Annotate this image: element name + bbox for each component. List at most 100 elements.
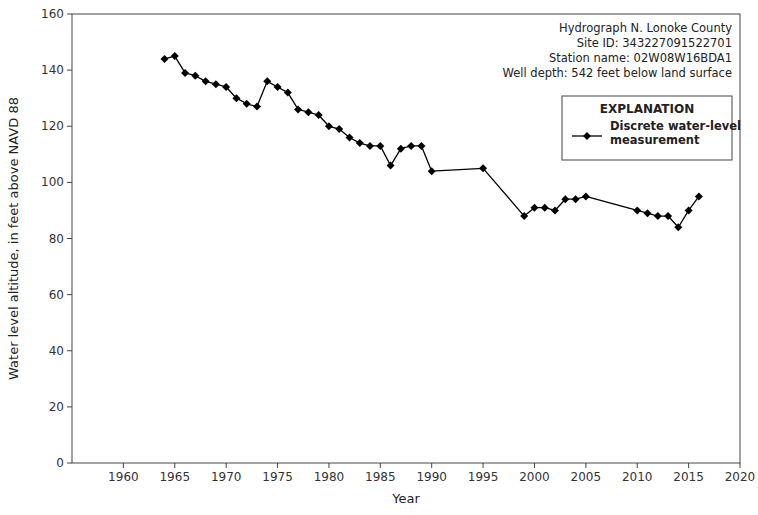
annotation: Well depth: 542 feet below land surface xyxy=(503,66,732,80)
data-point xyxy=(202,77,210,85)
x-tick-label: 2015 xyxy=(673,470,704,484)
data-point xyxy=(674,223,682,231)
data-point xyxy=(397,145,405,153)
data-point xyxy=(294,105,302,113)
legend-title: EXPLANATION xyxy=(600,102,694,116)
data-point xyxy=(274,83,282,91)
y-tick xyxy=(67,463,72,464)
y-axis-label: Water level altitude, in feet above NAVD… xyxy=(6,97,21,380)
y-tick xyxy=(67,294,72,295)
x-tick xyxy=(534,463,535,468)
x-tick-label: 1975 xyxy=(262,470,293,484)
data-point xyxy=(315,111,323,119)
x-tick-label: 1985 xyxy=(365,470,396,484)
data-point xyxy=(428,167,436,175)
x-tick-label: 2010 xyxy=(622,470,653,484)
x-tick xyxy=(226,463,227,468)
x-tick xyxy=(277,463,278,468)
data-point xyxy=(479,164,487,172)
x-tick-label: 1965 xyxy=(159,470,190,484)
legend-label-line: Discrete water-level xyxy=(610,119,741,133)
data-point xyxy=(243,100,251,108)
legend: EXPLANATION Discrete water-levelmeasureme… xyxy=(562,96,741,160)
data-point xyxy=(644,209,652,217)
annotation: Hydrograph N. Lonoke County xyxy=(559,21,732,35)
legend-label-line: measurement xyxy=(610,133,700,147)
x-tick xyxy=(637,463,638,468)
data-point xyxy=(160,55,168,63)
data-point xyxy=(664,212,672,220)
y-tick xyxy=(67,126,72,127)
data-point xyxy=(376,142,384,150)
data-point xyxy=(417,142,425,150)
x-tick xyxy=(380,463,381,468)
x-tick xyxy=(431,463,432,468)
y-tick-label: 20 xyxy=(49,400,64,414)
x-tick xyxy=(585,463,586,468)
data-point xyxy=(191,72,199,80)
x-tick-label: 1980 xyxy=(314,470,345,484)
data-point xyxy=(654,212,662,220)
data-point xyxy=(561,195,569,203)
x-tick-label: 1960 xyxy=(108,470,139,484)
data-point xyxy=(520,212,528,220)
plot-frame xyxy=(72,14,740,463)
y-tick-label: 140 xyxy=(41,63,64,77)
data-point xyxy=(387,162,395,170)
data-point xyxy=(685,206,693,214)
data-point xyxy=(232,94,240,102)
x-tick xyxy=(483,463,484,468)
data-point xyxy=(695,192,703,200)
y-tick xyxy=(67,350,72,351)
data-point xyxy=(263,77,271,85)
data-point xyxy=(253,103,261,111)
y-tick xyxy=(67,182,72,183)
y-tick-label: 100 xyxy=(41,175,64,189)
y-tick-label: 0 xyxy=(56,456,64,470)
data-point xyxy=(284,89,292,97)
data-point xyxy=(551,206,559,214)
legend-label: Discrete water-levelmeasurement xyxy=(610,119,741,147)
data-point xyxy=(572,195,580,203)
data-point xyxy=(171,52,179,60)
y-tick xyxy=(67,406,72,407)
legend-swatch-marker xyxy=(583,132,591,140)
x-axis-label: Year xyxy=(391,491,420,506)
data-point xyxy=(222,83,230,91)
y-tick xyxy=(67,238,72,239)
data-point xyxy=(530,204,538,212)
data-point xyxy=(335,125,343,133)
y-tick xyxy=(67,70,72,71)
data-point xyxy=(212,80,220,88)
y-tick-label: 80 xyxy=(49,232,64,246)
data-point xyxy=(366,142,374,150)
data-point xyxy=(181,69,189,77)
x-tick-label: 2020 xyxy=(725,470,756,484)
x-tick-label: 2005 xyxy=(571,470,602,484)
annotation: Site ID: 343227091522701 xyxy=(577,36,732,50)
data-point xyxy=(582,192,590,200)
x-tick-label: 1970 xyxy=(211,470,242,484)
data-point xyxy=(304,108,312,116)
y-tick-label: 60 xyxy=(49,288,64,302)
annotation: Station name: 02W08W16BDA1 xyxy=(549,51,732,65)
y-tick-label: 120 xyxy=(41,119,64,133)
data-point xyxy=(325,122,333,130)
y-tick xyxy=(67,14,72,15)
x-tick xyxy=(123,463,124,468)
data-point xyxy=(541,204,549,212)
x-tick xyxy=(174,463,175,468)
x-tick-label: 1995 xyxy=(468,470,499,484)
x-tick xyxy=(740,463,741,468)
chart: 1960 1965 1970 1975 1980 1985 1990 1995 2000 2005… xyxy=(0,0,758,515)
x-tick-label: 1990 xyxy=(416,470,447,484)
x-tick xyxy=(688,463,689,468)
y-tick-label: 40 xyxy=(49,344,64,358)
data-point xyxy=(407,142,415,150)
y-tick-label: 160 xyxy=(41,7,64,21)
data-point xyxy=(633,206,641,214)
data-point xyxy=(345,133,353,141)
data-point xyxy=(356,139,364,147)
x-tick xyxy=(328,463,329,468)
x-tick-label: 2000 xyxy=(519,470,550,484)
